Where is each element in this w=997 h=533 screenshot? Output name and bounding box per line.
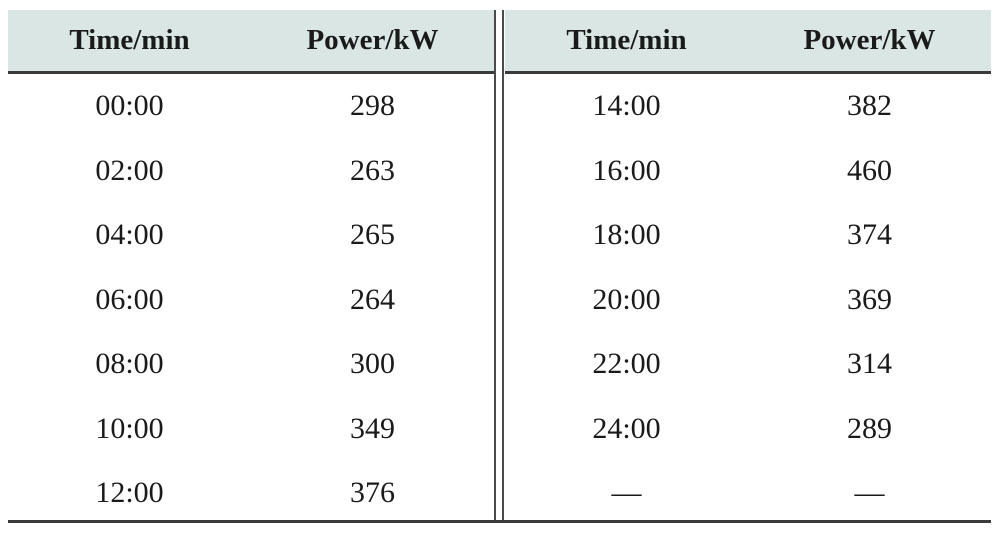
table-row: 00:00 298: [8, 74, 494, 139]
table-row: 20:00 369: [505, 268, 991, 333]
power-table: Time/min Power/kW 00:00 298 02:00 263 04…: [8, 10, 991, 523]
power-cell: 263: [350, 153, 395, 187]
table-row: 14:00 382: [505, 74, 991, 139]
time-cell: 08:00: [95, 347, 164, 380]
power-cell: 289: [847, 411, 892, 445]
column-divider: [502, 10, 504, 523]
table-row: 24:00 289: [505, 397, 991, 462]
time-cell: 16:00: [592, 153, 661, 187]
power-cell: —: [854, 476, 885, 509]
time-cell: 10:00: [95, 411, 164, 445]
power-cell: 460: [847, 153, 892, 187]
power-cell: 349: [350, 411, 395, 445]
table-header-row: Time/min Power/kW: [505, 10, 991, 74]
time-cell: 14:00: [592, 89, 661, 122]
time-cell: 18:00: [592, 218, 661, 251]
time-cell: 04:00: [95, 218, 164, 251]
power-cell: 314: [847, 347, 892, 380]
time-cell: 02:00: [95, 153, 164, 187]
table-row: 02:00 263: [8, 139, 494, 204]
column-divider: [494, 10, 496, 523]
power-cell: 264: [350, 282, 395, 316]
header-power: Power/kW: [803, 24, 936, 56]
time-cell: 06:00: [95, 282, 164, 316]
table-row: — —: [505, 461, 991, 526]
power-cell: 382: [847, 89, 892, 122]
power-cell: 265: [350, 218, 395, 251]
time-cell: —: [611, 476, 642, 509]
header-time: Time/min: [69, 24, 190, 56]
table-row: 18:00 374: [505, 203, 991, 268]
header-time: Time/min: [566, 24, 687, 56]
time-cell: 22:00: [592, 347, 661, 380]
power-cell: 369: [847, 282, 892, 316]
table-row: 04:00 265: [8, 203, 494, 268]
time-cell: 00:00: [95, 89, 164, 122]
power-cell: 300: [350, 347, 395, 380]
table-header-row: Time/min Power/kW: [8, 10, 494, 74]
time-cell: 12:00: [95, 476, 164, 509]
table-body-left: 00:00 298 02:00 263 04:00 265 06:00 264 …: [8, 74, 494, 526]
power-cell: 298: [350, 89, 395, 122]
table-row: 06:00 264: [8, 268, 494, 333]
time-cell: 20:00: [592, 282, 661, 316]
time-cell: 24:00: [592, 411, 661, 445]
header-power: Power/kW: [306, 24, 439, 56]
power-cell: 376: [350, 476, 395, 509]
table-right-half: Time/min Power/kW 14:00 382 16:00 460 18…: [505, 10, 991, 523]
table-row: 12:00 376: [8, 461, 494, 526]
table-row: 08:00 300: [8, 332, 494, 397]
table-body-right: 14:00 382 16:00 460 18:00 374 20:00 369 …: [505, 74, 991, 526]
table-row: 22:00 314: [505, 332, 991, 397]
power-cell: 374: [847, 218, 892, 251]
bottom-rule: [8, 520, 991, 523]
table-row: 10:00 349: [8, 397, 494, 462]
table-left-half: Time/min Power/kW 00:00 298 02:00 263 04…: [8, 10, 494, 523]
table-row: 16:00 460: [505, 139, 991, 204]
